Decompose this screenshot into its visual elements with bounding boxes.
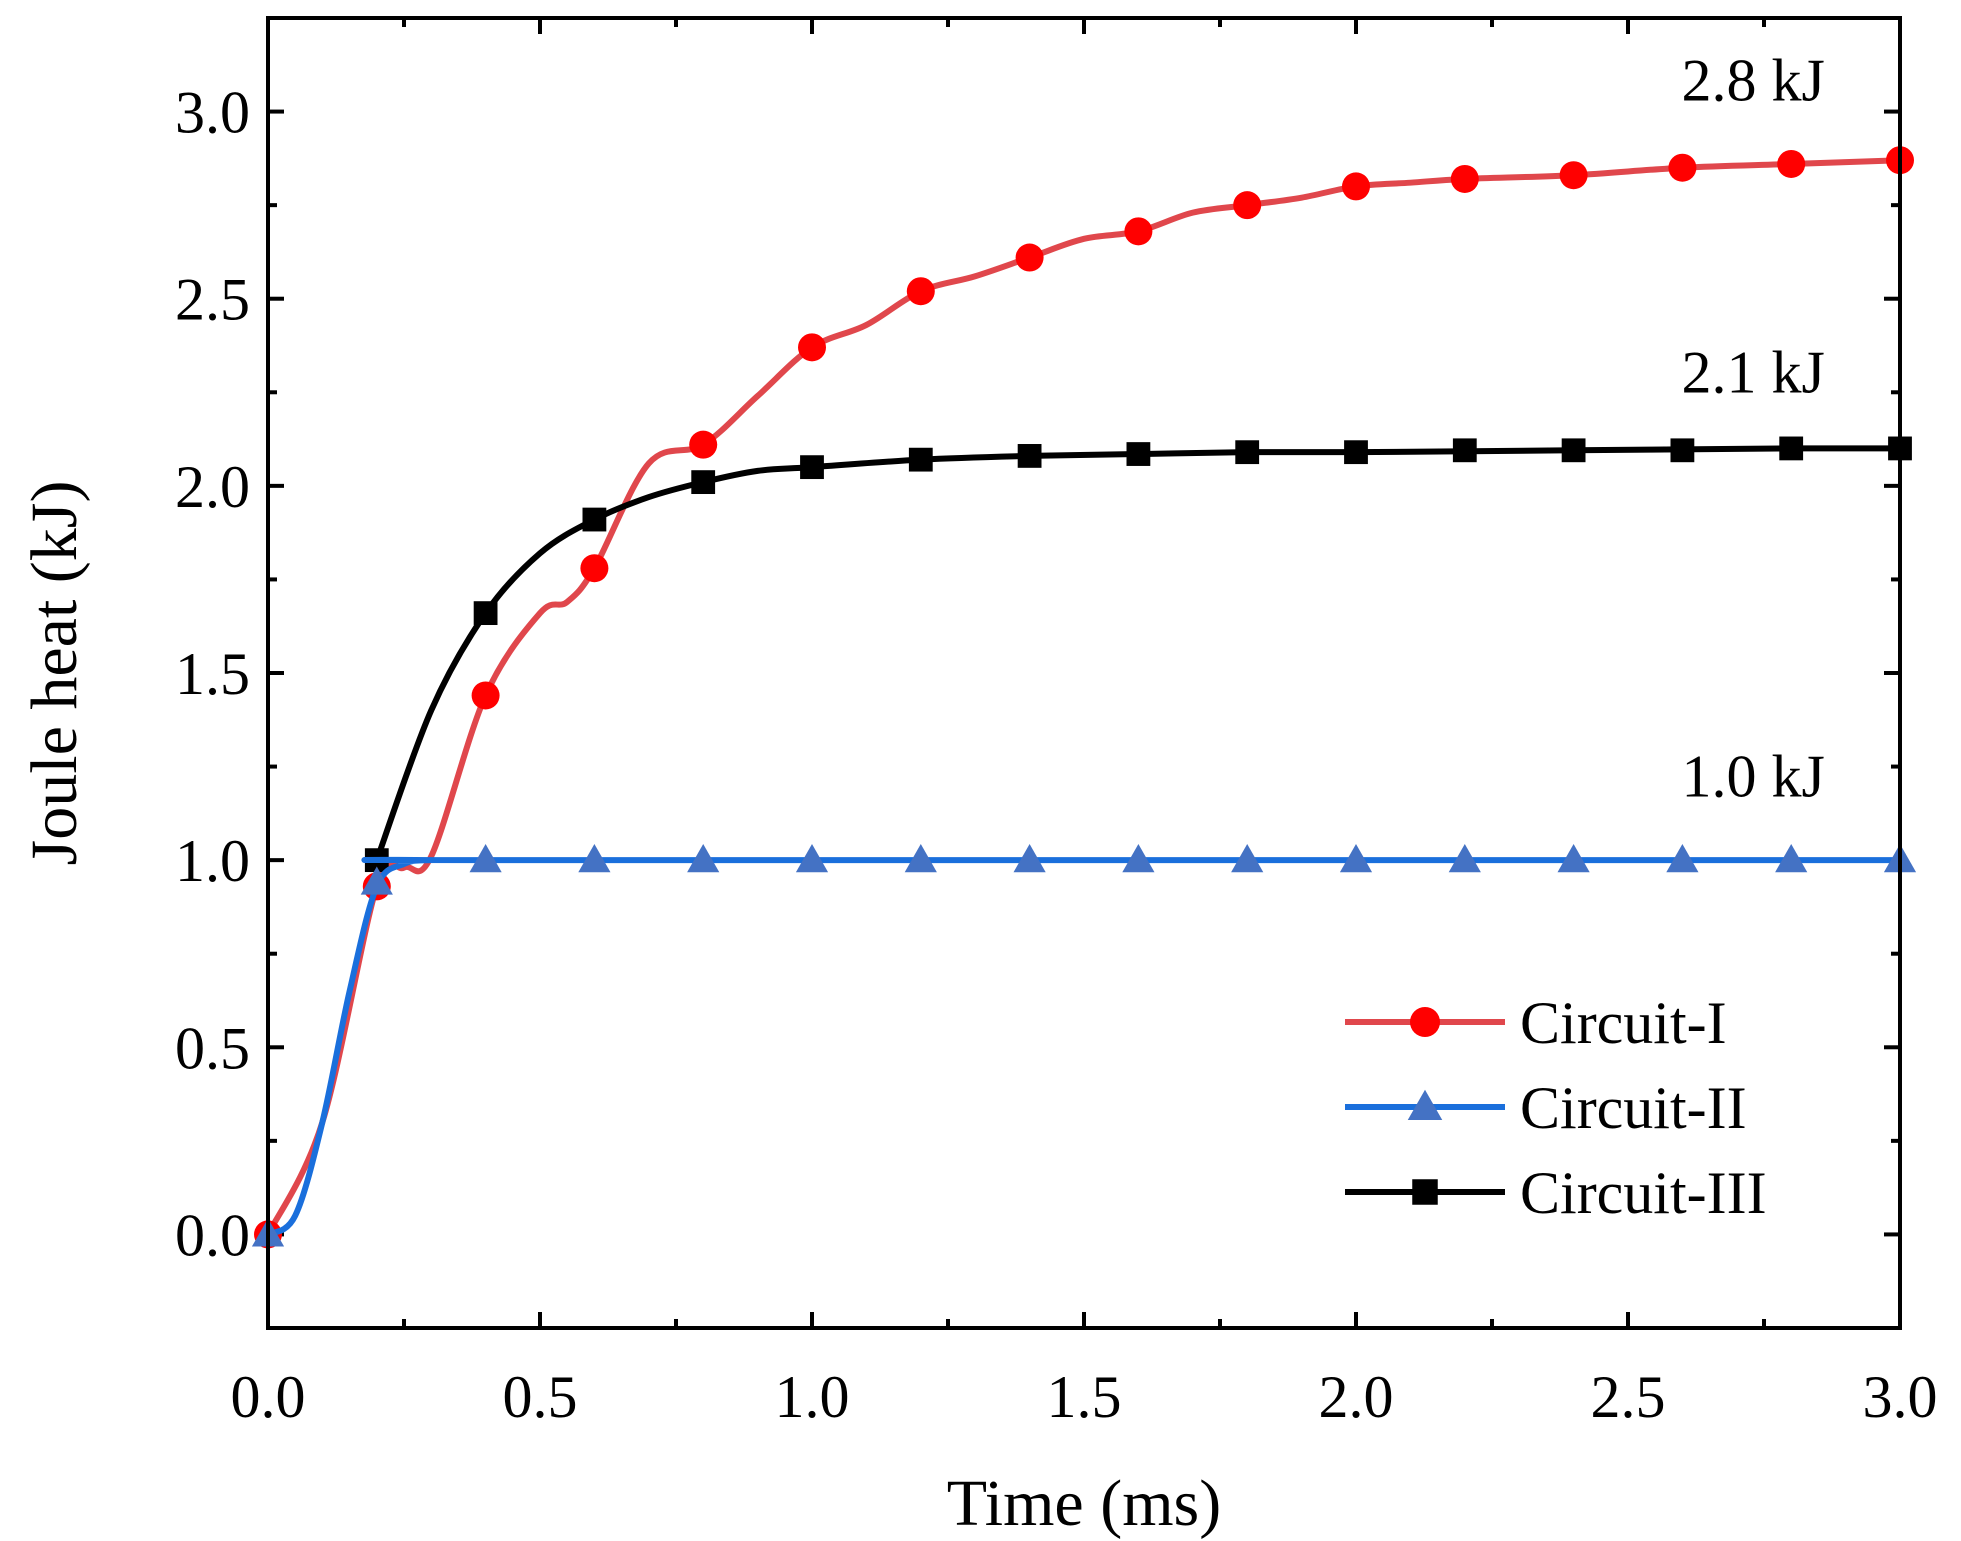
legend-label-circuit-i: Circuit-I xyxy=(1520,990,1727,1056)
circuit-iii-point xyxy=(1126,442,1151,466)
y-axis-title: Joule heat (kJ) xyxy=(18,481,91,866)
circuit-i-point xyxy=(906,277,935,306)
circuit-iii-point xyxy=(1235,440,1260,465)
circuit-iii-point xyxy=(1779,436,1804,461)
circuit-i-point xyxy=(580,554,609,583)
circuit-ii-point xyxy=(1339,844,1373,873)
circuit-i-point xyxy=(471,681,500,710)
circuit-ii-point xyxy=(360,866,393,895)
circuit-iii-point xyxy=(1670,438,1695,463)
legend-marker-circuit-iii xyxy=(1412,1179,1438,1205)
circuit-iii-point xyxy=(1017,444,1042,468)
circuit-i-point xyxy=(1342,172,1370,201)
legend-marker-circuit-ii xyxy=(1407,1089,1443,1120)
legend-marker-circuit-i xyxy=(1410,1007,1440,1037)
circuit-iii-point xyxy=(691,470,716,495)
circuit-ii-point xyxy=(687,844,720,873)
circuit-ii-point xyxy=(1666,844,1699,873)
circuit-ii-point xyxy=(904,844,937,873)
x-tick-label: 2.0 xyxy=(1319,1364,1394,1430)
circuit-ii-point xyxy=(578,844,611,873)
circuit-iii-point xyxy=(1452,438,1477,463)
circuit-ii-point xyxy=(1448,844,1481,873)
circuit-i-point xyxy=(1233,191,1262,220)
series-circuit-iii xyxy=(364,436,1912,873)
legend-item-circuit-iii: Circuit-III xyxy=(1345,1160,1767,1226)
circuit-i-point xyxy=(1015,243,1044,272)
annotation-layer: 2.8 kJ 2.1 kJ 1.0 kJ xyxy=(1681,47,1824,809)
y-tick-label: 1.5 xyxy=(175,641,250,707)
value-annotation: 2.1 kJ xyxy=(1681,339,1824,405)
circuit-ii-point xyxy=(1557,844,1590,873)
value-annotation: 1.0 kJ xyxy=(1681,744,1824,810)
x-tick-label: 0.0 xyxy=(231,1364,306,1430)
circuit-ii-point xyxy=(1122,844,1155,873)
x-tick-label: 3.0 xyxy=(1863,1364,1938,1430)
circuit-iii-point xyxy=(1344,440,1368,465)
circuit-iii-point xyxy=(908,447,933,472)
circuit-ii-point xyxy=(469,844,502,873)
circuit-i-point xyxy=(689,430,718,459)
circuit-iii-point xyxy=(800,455,824,480)
x-tick-label: 2.5 xyxy=(1591,1364,1666,1430)
circuit-ii-point xyxy=(795,844,829,873)
value-annotation: 2.8 kJ xyxy=(1681,47,1824,113)
circuit-iii-point xyxy=(1561,438,1586,463)
legend-label-circuit-ii: Circuit-II xyxy=(1520,1075,1747,1141)
y-tick-label: 1.0 xyxy=(175,828,250,894)
x-tick-label: 1.0 xyxy=(775,1364,850,1430)
series-layer xyxy=(251,146,1917,1249)
circuit-ii-point xyxy=(1775,844,1808,873)
circuit-iii-point xyxy=(473,601,498,626)
y-tick-label: 0.5 xyxy=(175,1015,250,1081)
circuit-i-point xyxy=(1450,164,1479,193)
circuit-ii-point xyxy=(1013,844,1046,873)
legend-item-circuit-ii: Circuit-II xyxy=(1345,1075,1747,1141)
legend-label-circuit-iii: Circuit-III xyxy=(1520,1160,1767,1226)
circuit-i-point xyxy=(798,333,826,362)
series-circuit-ii xyxy=(251,844,1917,1247)
x-tick-label: 0.5 xyxy=(503,1364,578,1430)
y-tick-label: 2.5 xyxy=(175,267,250,333)
circuit-i-point xyxy=(1559,161,1588,190)
y-tick-label: 2.0 xyxy=(175,454,250,520)
legend: Circuit-I Circuit-II Circuit-III xyxy=(1345,990,1767,1226)
y-tick-label: 3.0 xyxy=(175,80,250,146)
circuit-ii-point xyxy=(1231,844,1264,873)
circuit-iii-line xyxy=(373,445,1903,864)
circuit-i-line xyxy=(265,157,1903,1238)
ticks-layer: 0.0 0.5 1.0 1.5 2.0 2.5 3.0 0.0 0.5 1.0 1.5 2.0 2.5 3… xyxy=(175,16,1938,1430)
circuit-i-point xyxy=(1124,217,1153,246)
circuit-i-point xyxy=(1777,149,1806,178)
x-axis-title: Time (ms) xyxy=(947,1467,1221,1540)
legend-item-circuit-i: Circuit-I xyxy=(1345,990,1727,1056)
y-tick-label: 0.0 xyxy=(175,1202,250,1268)
circuit-i-point xyxy=(1668,153,1697,182)
x-tick-label: 1.5 xyxy=(1047,1364,1122,1430)
circuit-ii-line xyxy=(265,856,1903,1238)
circuit-iii-point xyxy=(582,507,607,532)
plot-frame xyxy=(266,16,1902,1330)
